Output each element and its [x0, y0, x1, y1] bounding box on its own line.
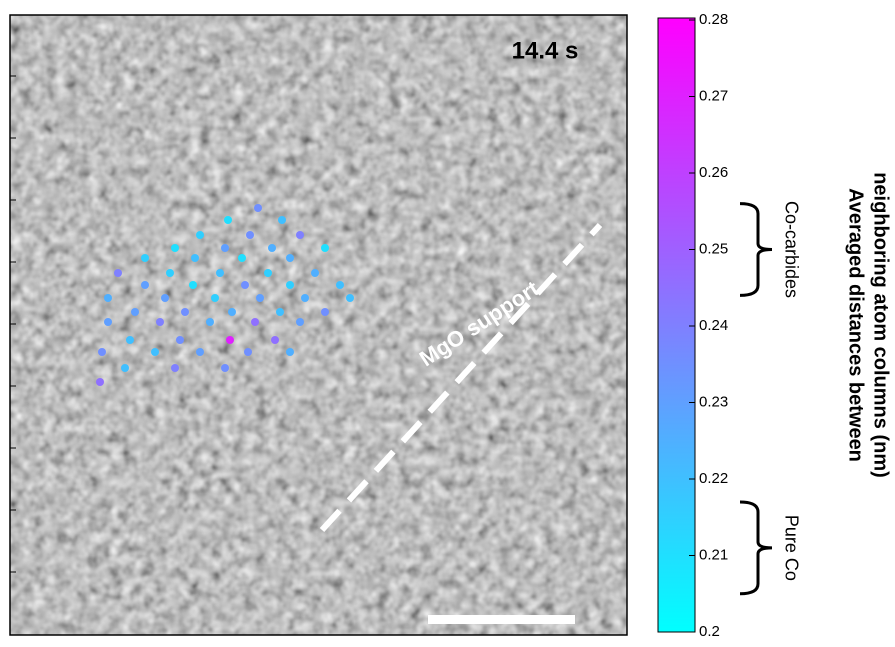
- colorbar-tick-label: 0.2: [699, 623, 720, 640]
- time-label: 14.4 s: [512, 37, 579, 64]
- colorbar-axis: 0.2 0.21 0.22 0.23 0.24 0.25 0.26 0.27 0.28 Avera…: [689, 11, 892, 640]
- colorbar-label: neighboring atom columns (nm): [870, 172, 892, 478]
- atom-column-dot: [241, 281, 249, 289]
- atom-column-dot: [191, 254, 199, 262]
- atom-column-dot: [126, 336, 134, 344]
- atom-column-dot: [264, 269, 272, 277]
- atom-column-dot: [98, 348, 106, 356]
- micrograph: MgO support 14.4 s: [9, 14, 628, 636]
- bracket-label: Pure Co: [781, 515, 801, 581]
- colorbar-tick-label: 0.24: [699, 317, 728, 334]
- colorbar-tick-label: 0.25: [699, 240, 728, 257]
- atom-column-dot: [104, 318, 112, 326]
- atom-column-dot: [321, 308, 329, 316]
- atom-column-dot: [151, 348, 159, 356]
- atom-column-dot: [251, 318, 259, 326]
- atom-column-dot: [321, 244, 329, 252]
- atom-column-dot: [131, 308, 139, 316]
- atom-column-dot: [271, 336, 279, 344]
- atom-column-dot: [121, 364, 129, 372]
- atom-column-dot: [286, 281, 294, 289]
- colorbar-tick-label: 0.28: [699, 11, 728, 28]
- atom-column-dot: [238, 254, 246, 262]
- atom-column-dot: [246, 231, 254, 239]
- colorbar-tick-label: 0.23: [699, 393, 728, 410]
- atom-column-dot: [171, 244, 179, 252]
- atom-column-dot: [256, 294, 264, 302]
- atom-column-dot: [286, 348, 294, 356]
- atom-column-dot: [311, 269, 319, 277]
- atom-column-dot: [336, 281, 344, 289]
- atom-column-dot: [296, 231, 304, 239]
- atom-column-dot: [244, 348, 252, 356]
- bracket: [739, 202, 773, 297]
- atom-column-dot: [268, 244, 276, 252]
- atom-column-dot: [228, 308, 236, 316]
- atom-column-dot: [156, 318, 164, 326]
- atom-column-dot: [96, 378, 104, 386]
- atom-column-dot: [206, 318, 214, 326]
- atom-column-dot: [301, 294, 309, 302]
- colorbar-tick-label: 0.26: [699, 164, 728, 181]
- atom-column-dot: [216, 269, 224, 277]
- atom-column-dot: [189, 281, 197, 289]
- atom-column-dot: [211, 294, 219, 302]
- atom-column-dot: [141, 254, 149, 262]
- atom-column-dot: [104, 294, 112, 302]
- atom-column-dot: [286, 254, 294, 262]
- atom-column-dot: [161, 294, 169, 302]
- atom-column-dot: [196, 231, 204, 239]
- atom-column-dot: [224, 216, 232, 224]
- colorbar-tick-label: 0.21: [699, 546, 728, 563]
- atom-column-dot: [276, 308, 284, 316]
- scale-bar: [428, 615, 575, 624]
- bracket: [739, 500, 773, 596]
- atom-column-dot: [166, 269, 174, 277]
- atom-column-dot: [221, 364, 229, 372]
- colorbar: [657, 17, 696, 633]
- colorbar-tick-label: 0.22: [699, 470, 728, 487]
- atom-column-dot: [196, 348, 204, 356]
- support-line: [319, 222, 603, 533]
- atom-column-dot: [221, 244, 229, 252]
- atom-column-dot: [278, 216, 286, 224]
- atom-column-dot: [114, 269, 122, 277]
- colorbar-label: Averaged distances between: [845, 188, 867, 462]
- colorbar-tick-label: 0.27: [699, 87, 728, 104]
- atom-column-dot: [226, 336, 234, 344]
- atom-column-dot: [254, 204, 262, 212]
- atom-column-dot: [171, 364, 179, 372]
- atom-column-dot: [296, 318, 304, 326]
- atom-columns: [96, 204, 354, 386]
- atom-column-dot: [181, 308, 189, 316]
- atom-column-dot: [176, 336, 184, 344]
- atom-column-dot: [346, 294, 354, 302]
- bracket-label: Co-carbides: [781, 201, 801, 298]
- atom-column-dot: [141, 281, 149, 289]
